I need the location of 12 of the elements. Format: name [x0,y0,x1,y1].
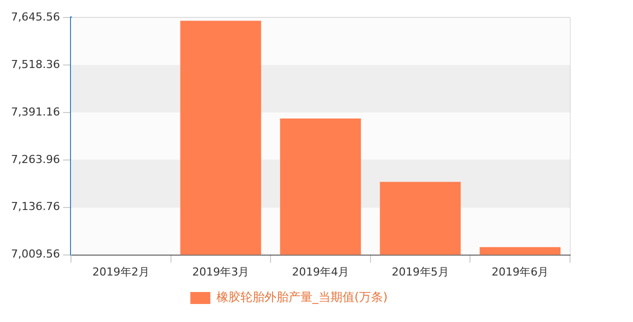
x-tick-label: 2019年5月 [392,265,449,278]
x-tick-label: 2019年6月 [492,265,549,278]
y-tick-label: 7,391.16 [11,105,60,118]
x-tick-label: 2019年4月 [292,265,349,278]
y-tick-label: 7,009.56 [11,248,60,261]
y-tick-label: 7,518.36 [11,58,60,71]
y-tick-label: 7,263.96 [11,152,60,166]
legend-label: 橡胶轮胎外胎产量_当期值(万条) [216,290,388,304]
x-tick-label: 2019年3月 [192,265,250,278]
y-tick-label: 7,136.76 [11,200,60,214]
y-tick-label: 7,645.56 [11,10,60,24]
x-tick-label: 2019年2月 [92,265,150,278]
